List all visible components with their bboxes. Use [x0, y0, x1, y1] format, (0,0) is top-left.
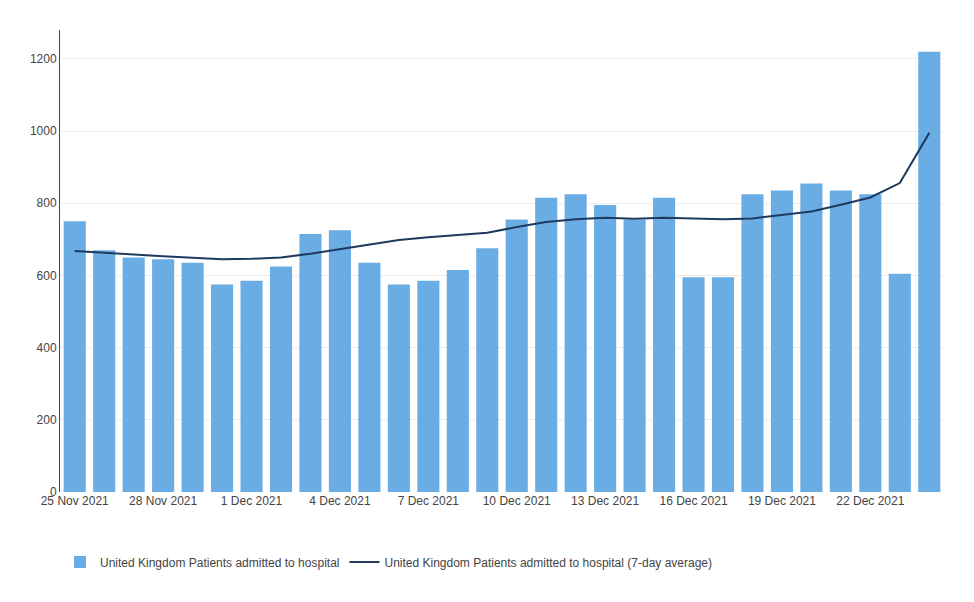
- svg-text:1 Dec 2021: 1 Dec 2021: [221, 494, 283, 508]
- svg-text:600: 600: [37, 269, 57, 283]
- svg-text:United Kingdom Patients admitt: United Kingdom Patients admitted to hosp…: [100, 556, 339, 570]
- svg-text:13 Dec 2021: 13 Dec 2021: [571, 494, 639, 508]
- svg-text:1200: 1200: [30, 52, 57, 66]
- svg-text:400: 400: [37, 341, 57, 355]
- svg-text:28 Nov 2021: 28 Nov 2021: [129, 494, 197, 508]
- svg-text:19 Dec 2021: 19 Dec 2021: [748, 494, 816, 508]
- svg-text:200: 200: [37, 413, 57, 427]
- svg-text:10 Dec 2021: 10 Dec 2021: [483, 494, 551, 508]
- svg-text:16 Dec 2021: 16 Dec 2021: [659, 494, 727, 508]
- svg-text:800: 800: [37, 196, 57, 210]
- svg-text:0: 0: [50, 485, 57, 499]
- svg-text:25 Nov 2021: 25 Nov 2021: [41, 494, 109, 508]
- svg-text:7 Dec 2021: 7 Dec 2021: [398, 494, 460, 508]
- svg-text:4 Dec 2021: 4 Dec 2021: [309, 494, 371, 508]
- svg-text:22 Dec 2021: 22 Dec 2021: [836, 494, 904, 508]
- svg-text:United Kingdom Patients admitt: United Kingdom Patients admitted to hosp…: [384, 556, 712, 570]
- svg-text:1000: 1000: [30, 124, 57, 138]
